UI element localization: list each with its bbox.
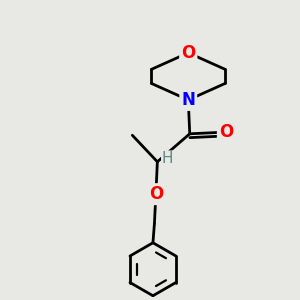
Text: N: N: [181, 91, 195, 109]
Text: H: H: [162, 151, 173, 166]
Text: O: O: [181, 44, 195, 62]
Text: O: O: [219, 123, 233, 141]
Text: O: O: [149, 185, 163, 203]
